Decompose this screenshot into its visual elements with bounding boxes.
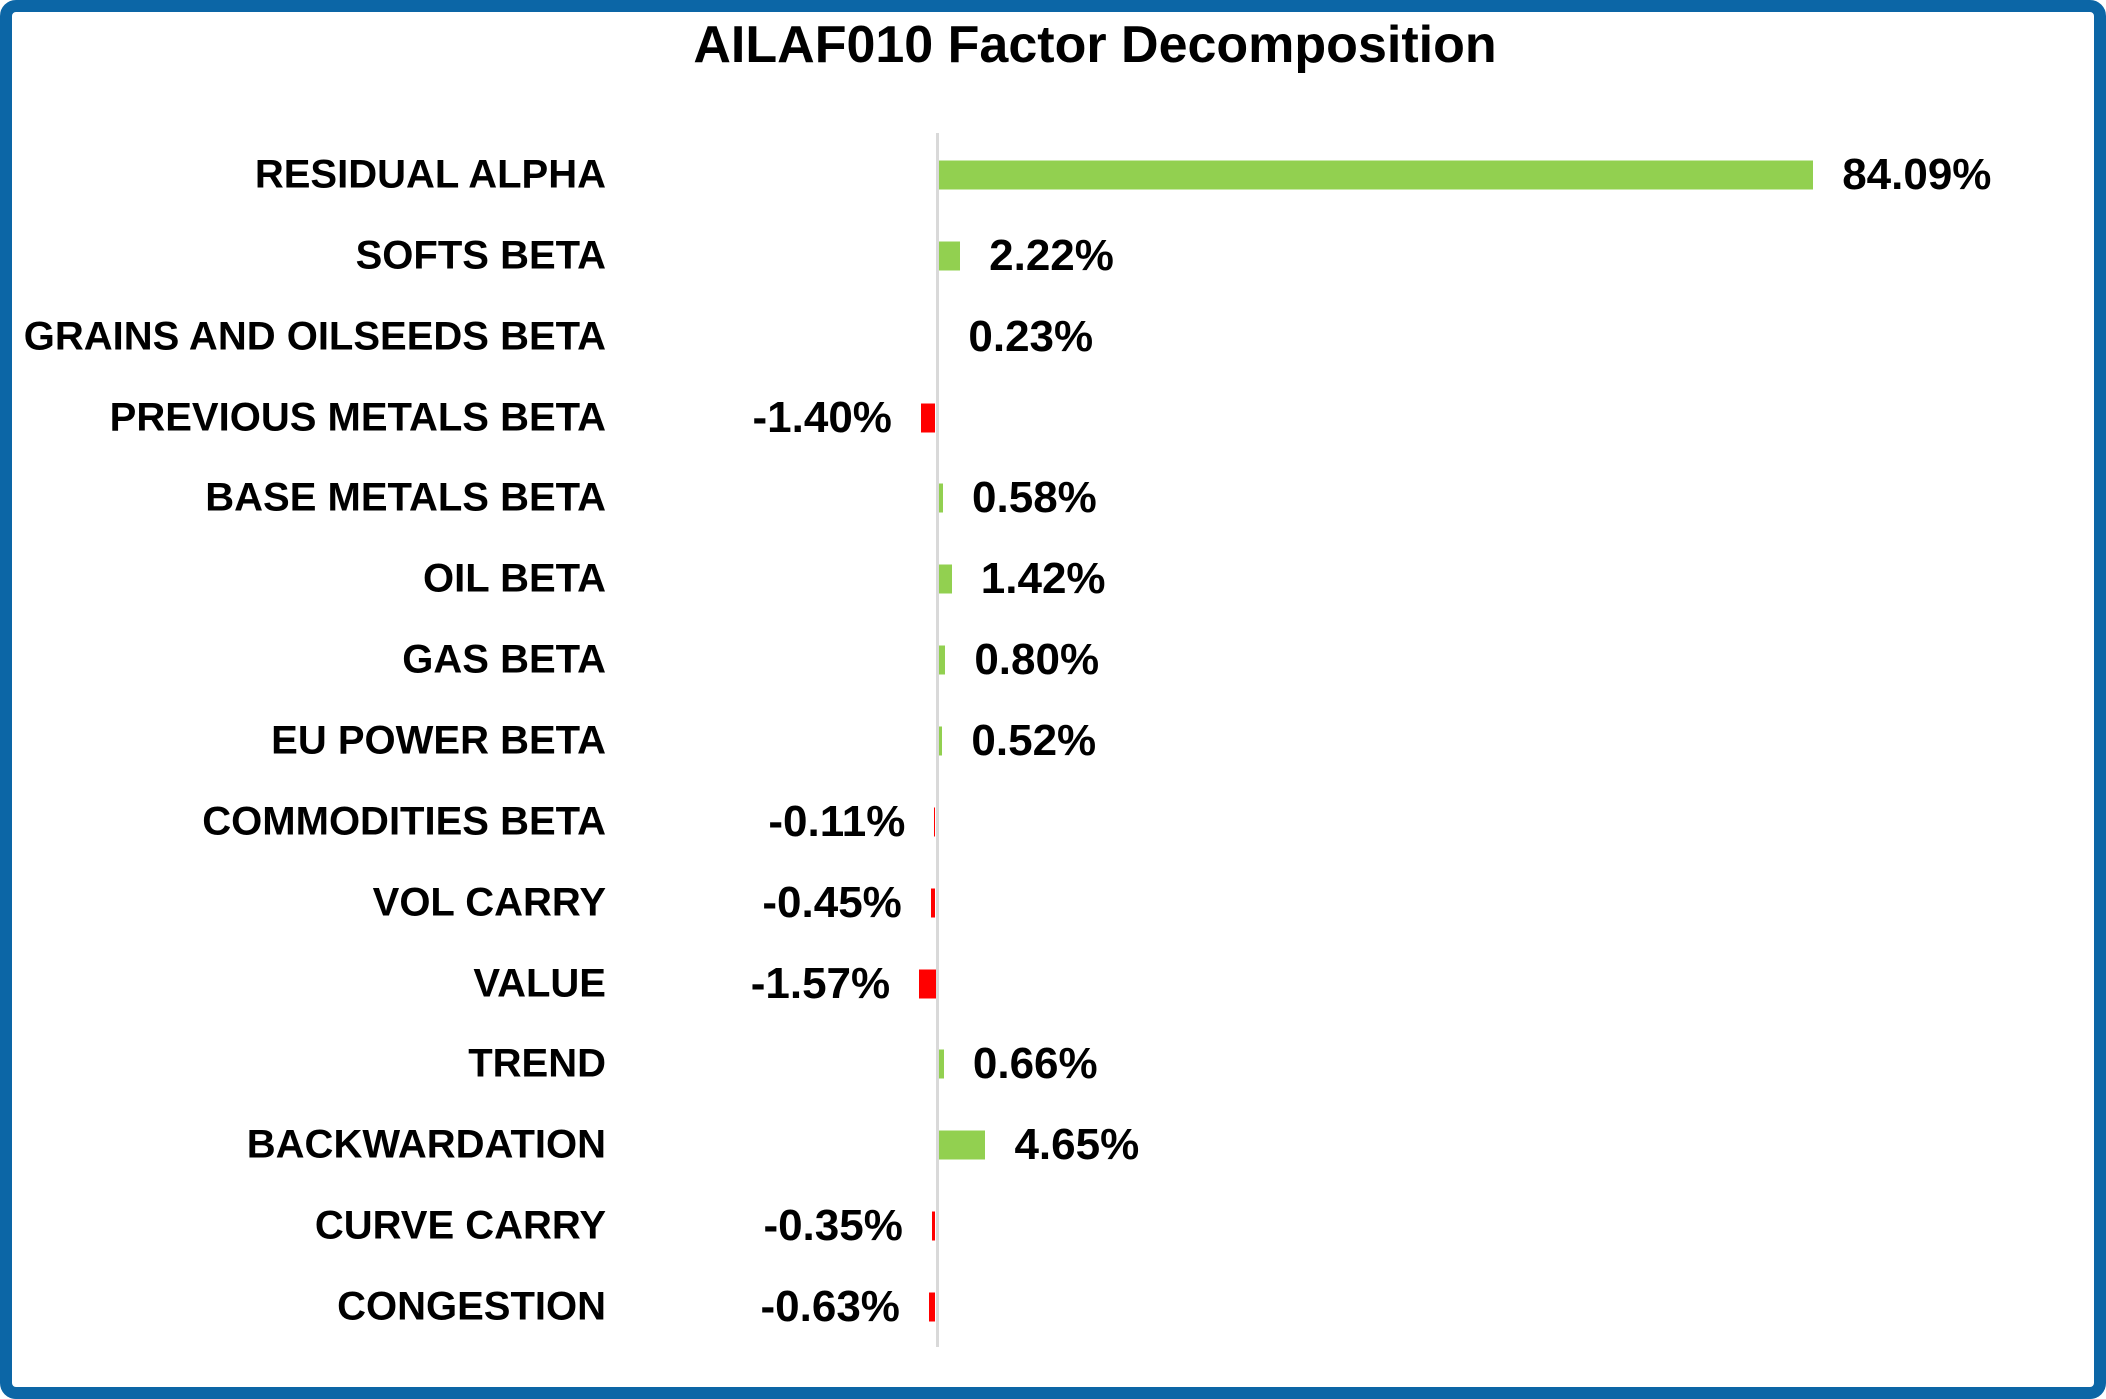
chart-row: SOFTS BETA 2.22% [12,215,2094,296]
chart-row: COMMODITIES BETA -0.11% [12,781,2094,862]
category-label: VOL CARRY [372,880,606,925]
bar-negative [928,1292,936,1322]
chart-row: CONGESTION -0.63% [12,1266,2094,1347]
bar-negative [934,807,936,837]
category-label: CURVE CARRY [314,1203,606,1248]
category-label: PREVIOUS METALS BETA [109,395,606,440]
category-label: SOFTS BETA [355,233,606,278]
chart-title: AILAF010 Factor Decomposition [693,16,1497,74]
value-label: 0.58% [972,473,1097,523]
category-label: GAS BETA [402,637,606,682]
value-label: 0.80% [974,635,1100,685]
value-label: 0.66% [972,1039,1098,1089]
bar-positive [937,241,961,271]
chart-row: GRAINS AND OILSEEDS BETA 0.23% [12,296,2094,377]
bar-negative [931,1211,936,1241]
chart-row: PREVIOUS METALS BETA -1.40% [12,377,2094,458]
category-label: RESIDUAL ALPHA [254,152,606,197]
bar-positive [937,645,946,675]
category-label: COMMODITIES BETA [202,799,606,844]
chart-row: BACKWARDATION 4.65% [12,1105,2094,1186]
baseline-axis [935,133,939,1347]
category-label: VALUE [473,961,606,1006]
bar-positive [937,160,1814,190]
chart-row: VOL CARRY -0.45% [12,862,2094,943]
value-label: 84.09% [1842,150,1992,199]
value-label: -1.57% [750,958,891,1008]
bar-negative [920,403,936,433]
value-label: 2.22% [989,230,1114,280]
bar-positive [937,1049,944,1079]
value-label: -0.35% [763,1201,903,1251]
chart-row: CURVE CARRY -0.35% [12,1186,2094,1267]
category-label: EU POWER BETA [271,718,606,763]
value-label: 0.52% [971,715,1097,765]
bar-negative [930,888,936,918]
bar-positive [937,1130,986,1160]
chart-row: EU POWER BETA 0.52% [12,700,2094,781]
value-label: 1.42% [980,554,1106,604]
chart-row: VALUE -1.57% [12,943,2094,1024]
value-label: 0.23% [968,311,1094,361]
chart-row: RESIDUAL ALPHA 84.09% [12,135,2094,216]
category-label: BACKWARDATION [246,1122,606,1167]
value-label: -0.11% [768,796,906,846]
category-label: BASE METALS BETA [205,475,606,520]
bar-positive [937,564,952,594]
chart-row: BASE METALS BETA 0.58% [12,458,2094,539]
value-label: 4.65% [1014,1120,1140,1170]
category-label: TREND [468,1041,606,1086]
chart-row: TREND 0.66% [12,1024,2094,1105]
category-label: OIL BETA [423,556,606,601]
bar-positive [937,726,943,756]
value-label: -0.45% [762,877,902,927]
category-label: CONGESTION [337,1284,606,1329]
value-label: -0.63% [760,1281,900,1331]
category-label: GRAINS AND OILSEEDS BETA [23,314,606,359]
chart-row: OIL BETA 1.42% [12,539,2094,620]
value-label: -1.40% [752,392,892,442]
chart-row: GAS BETA 0.80% [12,620,2094,701]
bar-negative [919,969,936,999]
bar-positive [937,483,944,513]
